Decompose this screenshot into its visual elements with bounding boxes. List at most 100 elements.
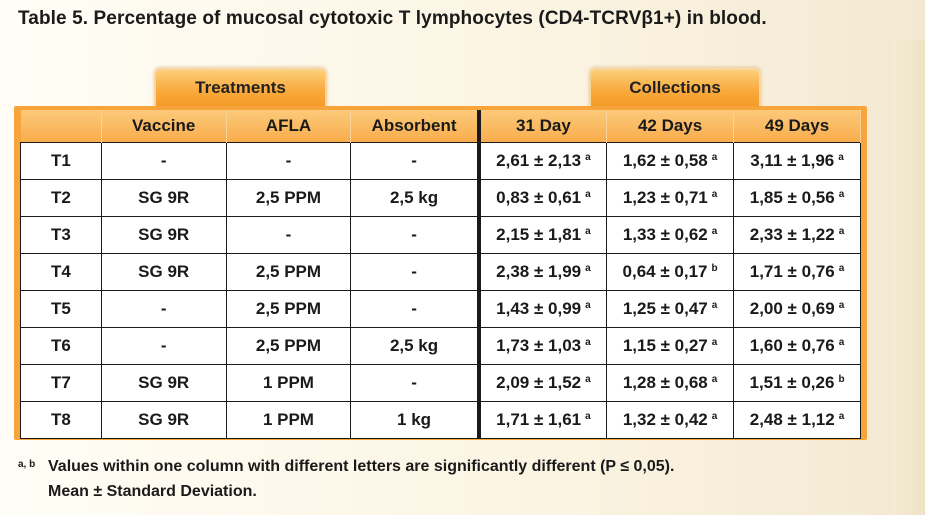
vaccine-cell: SG 9R: [100, 400, 227, 439]
table-row: T7 SG 9R 1 PPM - 2,09 ± 1,52 a 1,28 ± 0,6…: [20, 363, 861, 402]
afla-cell: 2,5 PPM: [225, 326, 352, 365]
table-row: T5 - 2,5 PPM - 1,43 ± 0,99 a 1,25 ± 0,47 a…: [20, 289, 861, 328]
day49-letter: a: [838, 336, 845, 348]
column-header-vaccine: Vaccine: [101, 110, 227, 142]
day42-cell: 1,15 ± 0,27 a: [606, 326, 735, 365]
day49-letter: a: [838, 262, 845, 274]
results-table: Vaccine AFLA Absorbent 31 Day 42 Days 49…: [20, 110, 861, 439]
day42-letter: b: [711, 262, 718, 274]
day31-letter: a: [585, 188, 591, 200]
absorbent-cell: 2,5 kg: [350, 178, 480, 217]
day49-cell: 1,71 ± 0,76 a: [733, 252, 861, 291]
day31-cell: 1,71 ± 1,61 a: [476, 400, 608, 439]
column-header-afla: AFLA: [226, 110, 352, 142]
day31-cell: 0,83 ± 0,61 a: [476, 178, 608, 217]
table-row: T8 SG 9R 1 PPM 1 kg 1,71 ± 1,61 a 1,32 ± …: [20, 400, 861, 439]
day42-cell: 0,64 ± 0,17 b: [606, 252, 735, 291]
table-row: T6 - 2,5 PPM 2,5 kg 1,73 ± 1,03 a 1,15 ± …: [20, 326, 861, 365]
afla-cell: 2,5 PPM: [225, 178, 352, 217]
day31-value: 2,09 ± 1,52: [496, 372, 582, 392]
day31-letter: a: [585, 151, 591, 163]
day49-value: 1,60 ± 0,76: [749, 335, 835, 355]
day42-value: 1,62 ± 0,58: [622, 150, 708, 170]
day42-cell: 1,33 ± 0,62 a: [606, 215, 735, 254]
afla-cell: 1 PPM: [225, 363, 352, 402]
day42-value: 1,28 ± 0,68: [622, 372, 708, 392]
day49-value: 2,00 ± 0,69: [749, 298, 835, 318]
day31-cell: 1,43 ± 0,99 a: [476, 289, 608, 328]
treatments-group-header: Treatments: [154, 68, 327, 108]
row-id: T2: [20, 178, 102, 217]
day31-value: 1,71 ± 1,61: [496, 409, 582, 429]
column-header-id: [20, 110, 102, 142]
day49-value: 2,33 ± 1,22: [749, 224, 835, 244]
column-header-31-day: 31 Day: [476, 110, 608, 142]
day31-value: 0,83 ± 0,61: [496, 187, 582, 207]
vaccine-cell: -: [100, 326, 227, 365]
day42-value: 1,15 ± 0,27: [622, 335, 708, 355]
row-id: T4: [20, 252, 102, 291]
day31-letter: a: [585, 336, 591, 348]
day49-cell: 2,48 ± 1,12 a: [733, 400, 861, 439]
day42-letter: a: [711, 151, 718, 163]
day31-cell: 2,15 ± 1,81 a: [476, 215, 608, 254]
day49-cell: 1,85 ± 0,56 a: [733, 178, 861, 217]
vaccine-cell: SG 9R: [100, 178, 227, 217]
day31-letter: a: [585, 373, 591, 385]
row-id: T1: [20, 141, 102, 180]
footnote-mark: a, b: [18, 459, 36, 470]
day42-cell: 1,62 ± 0,58 a: [606, 141, 735, 180]
day42-cell: 1,32 ± 0,42 a: [606, 400, 735, 439]
day42-value: 0,64 ± 0,17: [622, 261, 708, 281]
day42-cell: 1,28 ± 0,68 a: [606, 363, 735, 402]
absorbent-cell: -: [350, 252, 480, 291]
day31-value: 1,43 ± 0,99: [496, 298, 582, 318]
footnote-mean-sd: Mean ± Standard Deviation.: [48, 483, 257, 500]
table-row: T2 SG 9R 2,5 PPM 2,5 kg 0,83 ± 0,61 a 1,2…: [20, 178, 861, 217]
day42-letter: a: [711, 336, 718, 348]
absorbent-cell: -: [350, 363, 480, 402]
row-id: T7: [20, 363, 102, 402]
absorbent-cell: 1 kg: [350, 400, 480, 439]
day31-cell: 2,09 ± 1,52 a: [476, 363, 608, 402]
afla-cell: -: [225, 215, 352, 254]
row-id: T5: [20, 289, 102, 328]
day31-cell: 2,61 ± 2,13 a: [476, 141, 608, 180]
day42-value: 1,33 ± 0,62: [622, 224, 708, 244]
day42-letter: a: [711, 299, 718, 311]
day49-value: 3,11 ± 1,96: [750, 150, 835, 170]
day49-cell: 2,00 ± 0,69 a: [733, 289, 861, 328]
table-row: T1 - - - 2,61 ± 2,13 a 1,62 ± 0,58 a 3,11 …: [20, 141, 861, 180]
day49-letter: b: [838, 373, 845, 385]
day42-cell: 1,23 ± 0,71 a: [606, 178, 735, 217]
vaccine-cell: SG 9R: [100, 215, 227, 254]
day49-cell: 3,11 ± 1,96 a: [733, 141, 861, 180]
row-id: T6: [20, 326, 102, 365]
day42-letter: a: [711, 373, 718, 385]
day49-value: 1,85 ± 0,56: [749, 187, 835, 207]
day31-cell: 1,73 ± 1,03 a: [476, 326, 608, 365]
vaccine-cell: -: [100, 289, 227, 328]
day49-value: 2,48 ± 1,12: [749, 409, 835, 429]
day31-value: 1,73 ± 1,03: [496, 335, 582, 355]
absorbent-cell: 2,5 kg: [350, 326, 480, 365]
table-title: Table 5. Percentage of mucosal cytotoxic…: [18, 8, 767, 29]
table-row: T3 SG 9R - - 2,15 ± 1,81 a 1,33 ± 0,62 a 2…: [20, 215, 861, 254]
day31-letter: a: [585, 410, 591, 422]
day31-cell: 2,38 ± 1,99 a: [476, 252, 608, 291]
afla-cell: -: [225, 141, 352, 180]
header-row: Vaccine AFLA Absorbent 31 Day 42 Days 49…: [20, 110, 861, 142]
afla-cell: 2,5 PPM: [225, 252, 352, 291]
day49-letter: a: [838, 151, 844, 163]
column-header-49-days: 49 Days: [733, 110, 861, 142]
day42-cell: 1,25 ± 0,47 a: [606, 289, 735, 328]
day42-value: 1,23 ± 0,71: [622, 187, 708, 207]
afla-cell: 1 PPM: [225, 400, 352, 439]
vaccine-cell: SG 9R: [100, 363, 227, 402]
day42-value: 1,32 ± 0,42: [622, 409, 708, 429]
day49-cell: 2,33 ± 1,22 a: [733, 215, 861, 254]
column-header-absorbent: Absorbent: [350, 110, 480, 142]
day49-value: 1,71 ± 0,76: [749, 261, 835, 281]
afla-cell: 2,5 PPM: [225, 289, 352, 328]
day31-value: 2,15 ± 1,81: [496, 224, 582, 244]
